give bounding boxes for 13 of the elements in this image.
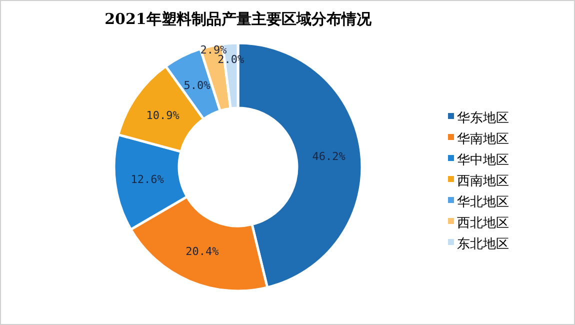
chart-title: 2021年塑料制品产量主要区域分布情况: [104, 10, 372, 28]
data-label: 5.0%: [184, 79, 211, 92]
legend-label: 西北地区: [457, 216, 509, 231]
data-label: 10.9%: [146, 108, 180, 122]
legend-label: 华中地区: [457, 153, 509, 168]
legend-label: 华北地区: [457, 195, 509, 210]
data-label: 12.6%: [130, 173, 164, 186]
legend-label: 东北地区: [457, 237, 509, 252]
legend-label: 华南地区: [457, 132, 509, 147]
data-label: 20.4%: [186, 245, 220, 258]
legend-label: 西南地区: [457, 174, 509, 189]
legend-label: 华东地区: [457, 111, 509, 126]
data-label: 46.2%: [312, 150, 346, 164]
